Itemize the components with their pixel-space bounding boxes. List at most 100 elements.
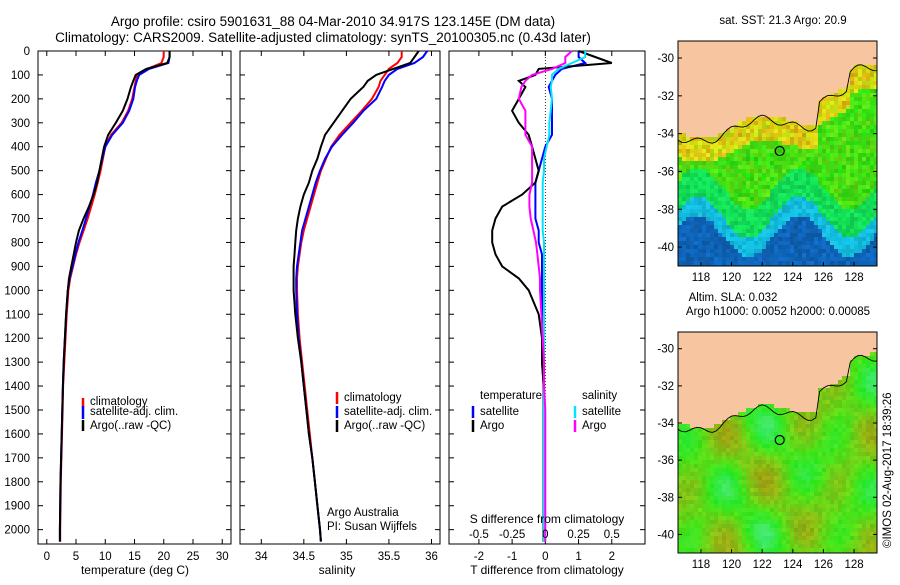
map-cell: [726, 476, 731, 481]
map-cell: [758, 484, 763, 489]
map-cell: [778, 161, 783, 166]
map-cell: [870, 109, 875, 114]
map-cell: [758, 61, 763, 66]
map-cell: [686, 41, 691, 46]
map-cell: [734, 237, 739, 242]
map-cell: [762, 496, 767, 501]
map-cell: [778, 85, 783, 90]
map-cell: [690, 49, 695, 54]
map-cell: [686, 185, 691, 190]
map-cell: [826, 105, 831, 110]
map-cell: [774, 480, 779, 485]
map-cell: [862, 161, 867, 166]
map-cell: [730, 93, 735, 98]
map-cell: [766, 444, 771, 449]
map-cell: [842, 53, 847, 58]
map-cell: [750, 105, 755, 110]
map-cell: [742, 472, 747, 477]
map-cell: [714, 65, 719, 70]
map-cell: [770, 221, 775, 226]
map-cell: [842, 113, 847, 118]
map-cell: [718, 388, 723, 393]
map-cell: [782, 113, 787, 118]
map-cell: [774, 81, 779, 86]
map-cell: [846, 105, 851, 110]
map-cell: [738, 237, 743, 242]
map-cell: [798, 189, 803, 194]
map-cell: [726, 149, 731, 154]
map-cell: [766, 436, 771, 441]
map-cell: [874, 125, 879, 130]
map-cell: [782, 336, 787, 341]
map-cell: [846, 213, 851, 218]
map-cell: [714, 436, 719, 441]
map-cell: [798, 340, 803, 345]
map-cell: [706, 105, 711, 110]
map-cell: [778, 177, 783, 182]
map-cell: [678, 125, 683, 130]
map-cell: [802, 536, 807, 541]
map-cell: [810, 49, 815, 54]
map-cell: [750, 125, 755, 130]
map-cell: [686, 508, 691, 513]
map-cell: [742, 93, 747, 98]
map-cell: [794, 384, 799, 389]
map-cell: [786, 49, 791, 54]
map-cell: [838, 81, 843, 86]
map-cell: [730, 101, 735, 106]
map-cell: [742, 460, 747, 465]
map-cell: [750, 249, 755, 254]
map-cell: [702, 193, 707, 198]
map-cell: [770, 233, 775, 238]
map-cell: [806, 484, 811, 489]
map-cell: [778, 41, 783, 46]
map-cell: [734, 372, 739, 377]
map-cell: [758, 85, 763, 90]
map-cell: [762, 376, 767, 381]
map-cell: [866, 109, 871, 114]
map-cell: [846, 245, 851, 250]
map-cell: [822, 145, 827, 150]
map-cell: [822, 137, 827, 142]
map-cell: [850, 109, 855, 114]
map-cell: [738, 205, 743, 210]
map-cell: [806, 444, 811, 449]
map-cell: [690, 452, 695, 457]
map-cell: [730, 121, 735, 126]
map-cell: [830, 165, 835, 170]
map-cell: [750, 484, 755, 489]
map-cell: [710, 444, 715, 449]
map-cell: [702, 49, 707, 54]
map-cell: [690, 492, 695, 497]
map-cell: [702, 157, 707, 162]
map-cell: [782, 49, 787, 54]
map-cell: [866, 205, 871, 210]
map-cell: [798, 201, 803, 206]
map-cell: [710, 484, 715, 489]
map-cell: [810, 185, 815, 190]
map-cell: [710, 249, 715, 254]
map-cell: [746, 452, 751, 457]
map-cell: [806, 137, 811, 142]
map-cell: [770, 137, 775, 142]
map-cell: [842, 193, 847, 198]
map-cell: [822, 41, 827, 46]
map-cell: [714, 137, 719, 142]
map-cell: [726, 520, 731, 525]
map-cell: [790, 81, 795, 86]
map-cell: [830, 225, 835, 230]
map-cell: [870, 77, 875, 82]
map-cell: [742, 364, 747, 369]
map-cell: [782, 213, 787, 218]
map-cell: [678, 404, 683, 409]
map-cell: [690, 165, 695, 170]
map-cell: [686, 85, 691, 90]
map-cell: [706, 536, 711, 541]
map-cell: [742, 484, 747, 489]
map-cell: [782, 368, 787, 373]
map-cell: [678, 161, 683, 166]
map-cell: [738, 73, 743, 78]
depth-tick-label: 1700: [4, 453, 30, 465]
map-cell: [690, 384, 695, 389]
map-cell: [798, 428, 803, 433]
